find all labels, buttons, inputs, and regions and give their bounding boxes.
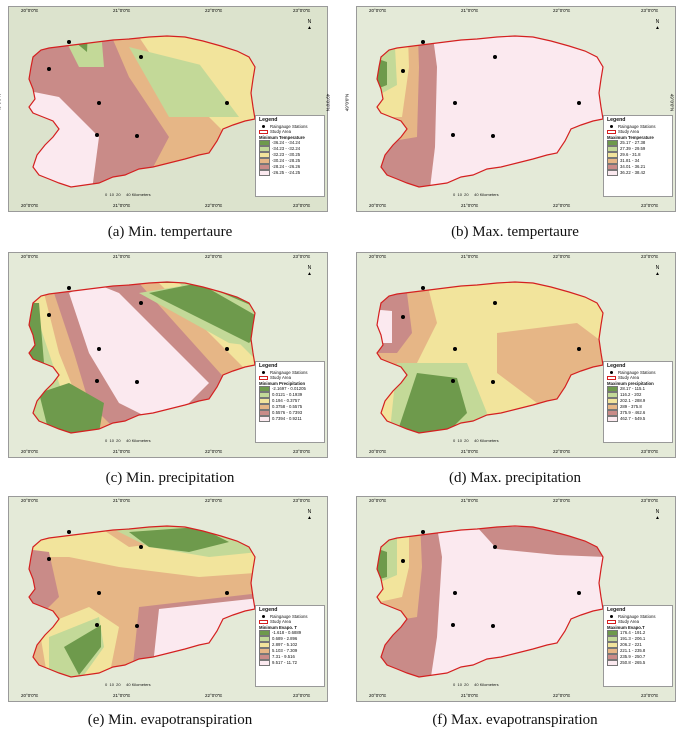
north-arrow-icon: N ▲ [655, 19, 660, 31]
north-arrow-icon: N ▲ [307, 265, 312, 277]
map-c [9, 253, 327, 457]
legend: Legend Raingauge Stations Study Area Min… [255, 115, 325, 197]
scale-bar: 0 10 20 40 Kilometers [453, 192, 499, 197]
caption-e: (e) Min. evapotranspiration [87, 712, 253, 728]
tick-top-2: 21°0'0"E [113, 8, 131, 13]
scale-bar: 0 10 20 40 Kilometers [453, 438, 499, 443]
lat-label-left-b: 49°0'0"N [344, 93, 350, 112]
north-arrow-icon: N ▲ [655, 265, 660, 277]
study-area-boundary [28, 35, 256, 188]
scale-bar: 0 10 20 40 Kilometers [453, 682, 499, 687]
tick-top-3: 22°0'0"E [205, 8, 223, 13]
map-panel-f: 20°0'0"E 21°0'0"E 22°0'0"E 23°0'0"E 20°0… [356, 496, 676, 702]
north-arrow-icon: N ▲ [655, 509, 660, 521]
tick-bottom-1: 20°0'0"E [21, 203, 39, 208]
map-panel-e: 20°0'0"E 21°0'0"E 22°0'0"E 23°0'0"E 20°0… [8, 496, 328, 702]
legend-variable-title: Minimum Temperature [259, 134, 305, 140]
legend-study-area: Study Area [270, 129, 292, 135]
tick-bottom-3: 22°0'0"E [205, 203, 223, 208]
tick-bottom-2: 21°0'0"E [113, 203, 131, 208]
raingauge-stations [47, 40, 229, 138]
scale-bar: 0 10 20 40 Kilometers [105, 682, 151, 687]
legend: Legend Raingauge Stations Study Area Min… [255, 605, 325, 687]
legend-stations: Raingauge Stations [270, 123, 308, 129]
map-panel-d: 20°0'0"E 21°0'0"E 22°0'0"E 23°0'0"E 20°0… [356, 252, 676, 458]
map-panel-a: 20°0'0"E 21°0'0"E 22°0'0"E 23°0'0"E 20°0… [8, 6, 328, 212]
legend: Legend Raingauge Stations Study Area Max… [603, 115, 673, 197]
tick-top-1: 20°0'0"E [21, 8, 39, 13]
north-arrow-icon: N ▲ [307, 19, 312, 31]
caption-a: (a) Min. tempertaure [107, 224, 233, 240]
lat-label-right-b: 49°0'0"N [669, 93, 675, 112]
legend: Legend Raingauge Stations Study Area Min… [255, 361, 325, 443]
caption-d: (d) Max. precipitation [448, 470, 582, 486]
lat-label-right-a: 49°0'0"N [325, 93, 331, 112]
legend: Legend Raingauge Stations Study Area Max… [603, 361, 673, 443]
legend: Legend Raingauge Stations Study Area Max… [603, 605, 673, 687]
tick-top-4: 23°0'0"E [293, 8, 311, 13]
tick-bottom-4: 23°0'0"E [293, 203, 311, 208]
legend-title: Legend [259, 117, 278, 123]
caption-f: (f) Max. evapotranspiration [432, 712, 598, 728]
scale-bar: 0 10 20 40 Kilometers [105, 438, 151, 443]
map-a [9, 7, 327, 211]
lat-label-left-a: 49°0'0"N [0, 94, 1, 112]
map-panel-b: 20°0'0"E 21°0'0"E 22°0'0"E 23°0'0"E 20°0… [356, 6, 676, 212]
caption-b: (b) Max. tempertaure [451, 224, 579, 240]
scale-bar: 0 10 20 40 Kilometers [105, 192, 151, 197]
north-arrow-icon: N ▲ [307, 509, 312, 521]
caption-c: (c) Min. precipitation [105, 470, 235, 486]
map-d [357, 253, 675, 457]
map-panel-c: 20°0'0"E 21°0'0"E 22°0'0"E 23°0'0"E 20°0… [8, 252, 328, 458]
